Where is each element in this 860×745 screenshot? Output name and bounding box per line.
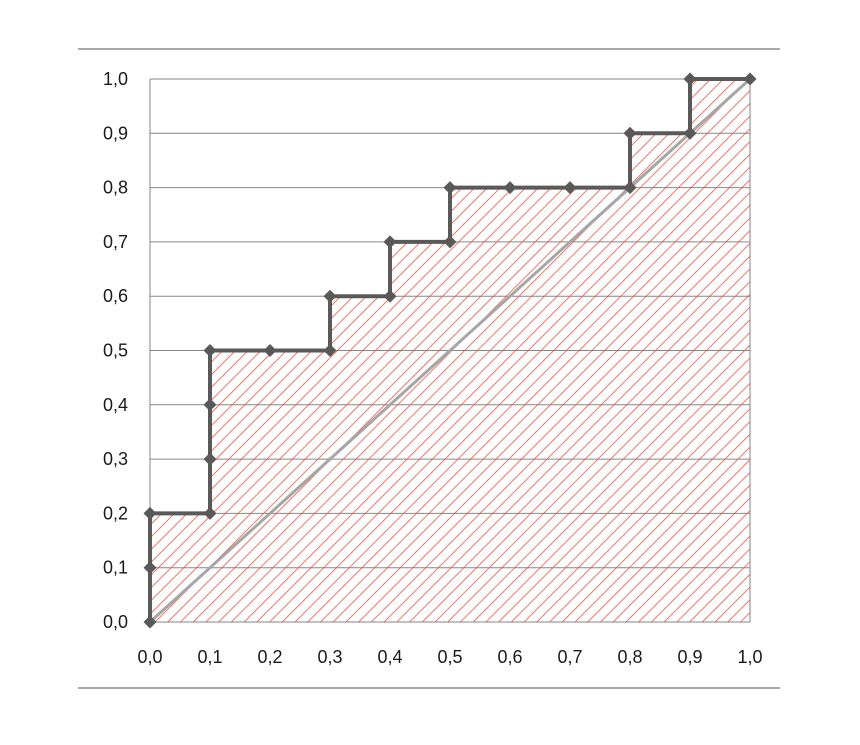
x-tick-label: 0,4 <box>377 647 402 667</box>
x-tick-label: 0,0 <box>137 647 162 667</box>
x-tick-label: 0,7 <box>557 647 582 667</box>
curve-marker <box>683 72 697 86</box>
x-tick-label: 0,6 <box>497 647 522 667</box>
y-tick-label: 0,8 <box>103 178 128 198</box>
curve-marker <box>143 561 157 575</box>
y-tick-label: 0,4 <box>103 395 128 415</box>
x-tick-label: 0,3 <box>317 647 342 667</box>
diagonal-reference-line <box>148 77 752 624</box>
x-tick-label: 0,5 <box>437 647 462 667</box>
y-tick-label: 0,9 <box>103 123 128 143</box>
curve-markers <box>143 72 757 629</box>
y-tick-label: 0,7 <box>103 232 128 252</box>
curve-marker <box>203 398 217 412</box>
curve-marker <box>683 126 697 140</box>
curve-marker <box>203 452 217 466</box>
y-tick-label: 0,3 <box>103 449 128 469</box>
curve-marker <box>563 181 577 195</box>
curve-marker <box>383 235 397 249</box>
curve-marker <box>203 506 217 520</box>
x-axis-ticks: 0,0 0,1 0,2 0,3 0,4 0,5 0,6 0,7 0,8 0,9 1,0 <box>137 647 762 667</box>
y-tick-label: 0,2 <box>103 503 128 523</box>
curve-marker <box>263 344 277 357</box>
curve-marker <box>323 344 337 357</box>
curve-marker <box>623 126 637 140</box>
curve-marker <box>443 181 457 195</box>
curve-marker <box>323 289 337 303</box>
curve-marker <box>383 289 397 303</box>
x-tick-label: 0,8 <box>617 647 642 667</box>
y-tick-label: 0,1 <box>103 558 128 578</box>
curve-marker <box>743 72 757 86</box>
x-tick-label: 1,0 <box>737 647 762 667</box>
y-tick-label: 1,0 <box>103 69 128 89</box>
x-tick-label: 0,9 <box>677 647 702 667</box>
y-tick-label: 0,5 <box>103 341 128 361</box>
y-tick-label: 0,0 <box>103 612 128 632</box>
curve-marker <box>203 344 217 357</box>
curve-marker <box>623 181 637 195</box>
x-tick-label: 0,2 <box>257 647 282 667</box>
y-axis-ticks: 0,0 0,1 0,2 0,3 0,4 0,5 0,6 0,7 0,8 0,9 1,0 <box>103 69 128 632</box>
x-tick-label: 0,1 <box>197 647 222 667</box>
curve-marker <box>143 506 157 520</box>
y-tick-label: 0,6 <box>103 286 128 306</box>
curve-marker <box>443 235 457 249</box>
curve-marker <box>503 181 517 195</box>
curve-marker <box>143 615 157 629</box>
